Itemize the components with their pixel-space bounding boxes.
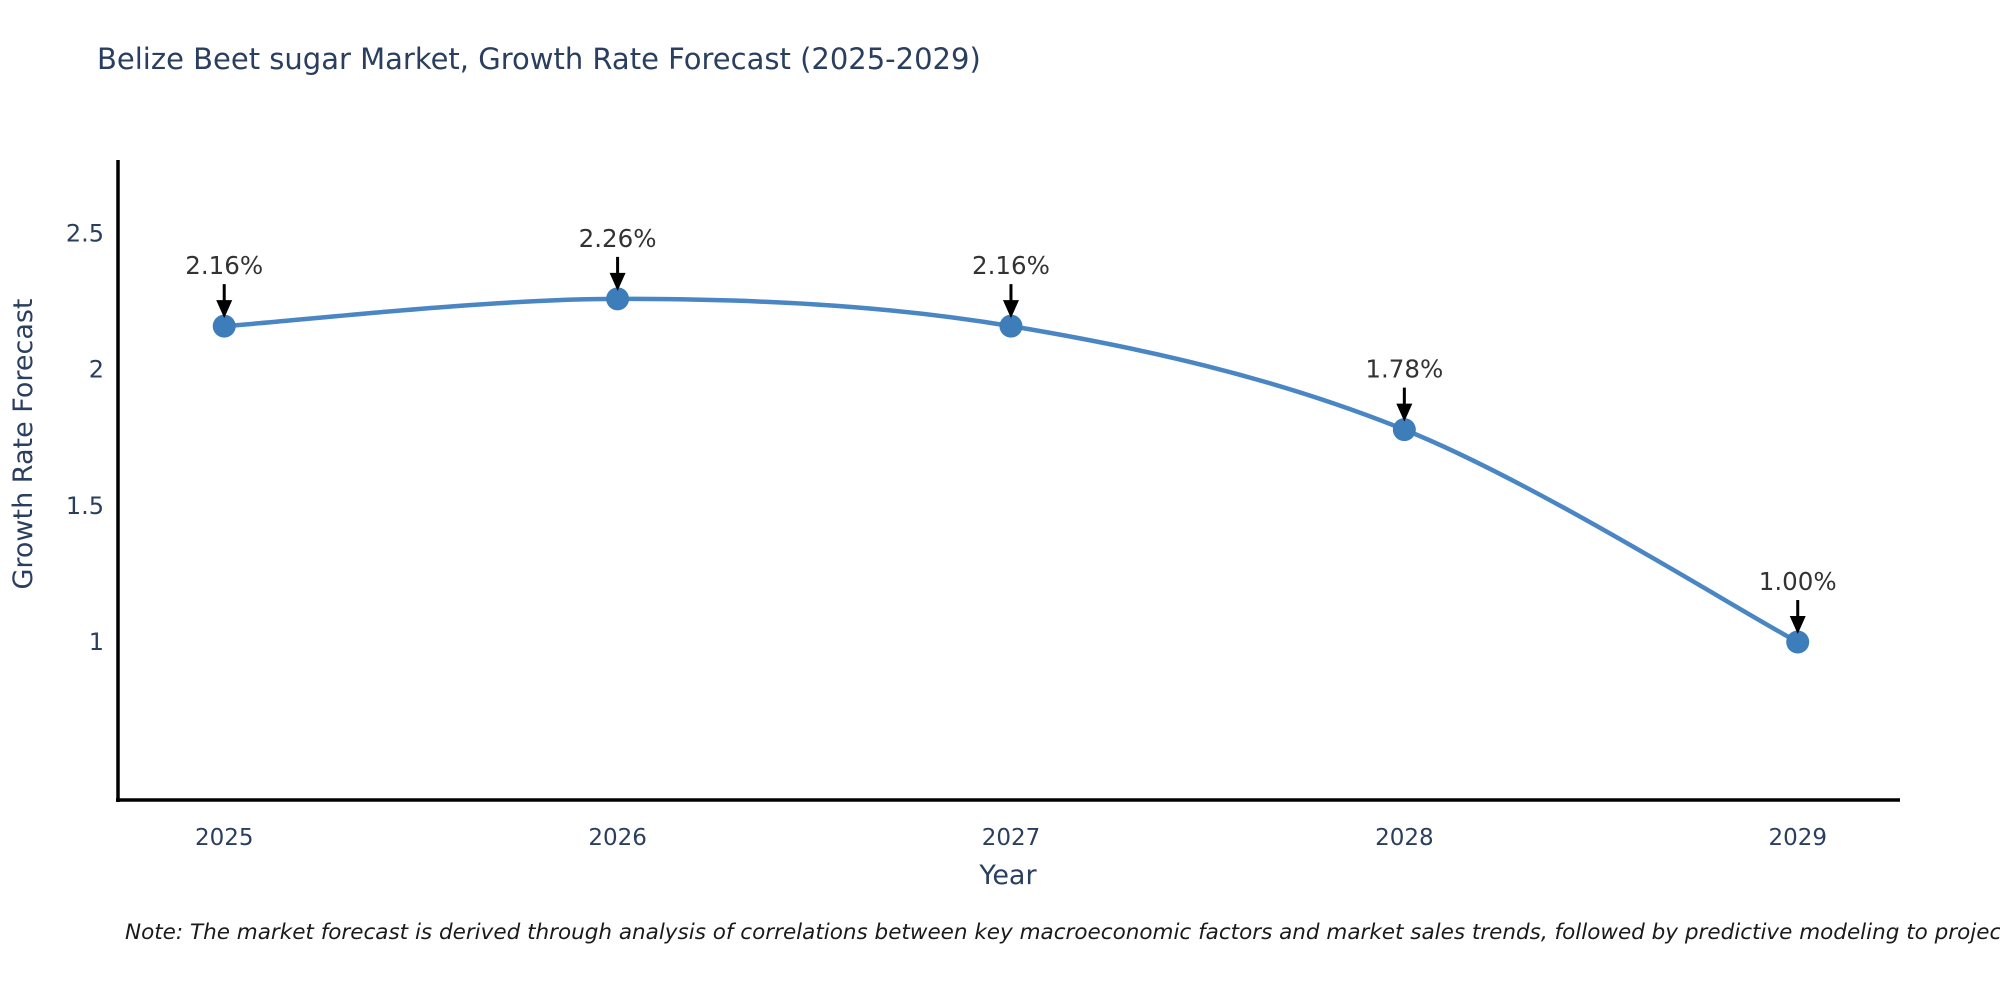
data-point-marker[interactable] — [1786, 630, 1810, 654]
y-tick-label: 1 — [89, 628, 104, 656]
x-tick-label: 2026 — [588, 825, 647, 851]
point-annotation-label: 2.26% — [579, 224, 657, 253]
footnote: Note: The market forecast is derived thr… — [125, 920, 2000, 945]
x-axis-title: Year — [978, 860, 1037, 891]
point-annotation-label: 2.16% — [185, 251, 263, 280]
y-tick-label: 2 — [89, 356, 104, 384]
data-point-marker[interactable] — [606, 287, 630, 311]
series-line — [221, 296, 1800, 645]
chart-title: Belize Beet sugar Market, Growth Rate Fo… — [97, 42, 981, 76]
x-tick-label: 2025 — [195, 825, 254, 851]
y-tick-label: 1.5 — [66, 492, 104, 520]
data-point-marker[interactable] — [212, 314, 236, 338]
y-axis-title: Growth Rate Forecast — [8, 298, 39, 589]
data-point-marker[interactable] — [1392, 418, 1416, 442]
point-annotation-label: 1.00% — [1759, 567, 1837, 596]
annotation-arrowhead-icon — [1396, 403, 1413, 422]
y-tick-label: 2.5 — [66, 220, 104, 248]
point-annotation-label: 2.16% — [972, 251, 1050, 280]
annotation-arrowhead-icon — [1002, 300, 1019, 319]
x-tick-label: 2027 — [982, 825, 1041, 851]
x-tick-label: 2029 — [1768, 825, 1827, 851]
data-point-marker[interactable] — [999, 314, 1023, 338]
x-tick-label: 2028 — [1375, 825, 1434, 851]
point-annotation-label: 1.78% — [1365, 355, 1443, 384]
annotation-arrowhead-icon — [1789, 616, 1806, 635]
annotation-arrowhead-icon — [216, 300, 233, 319]
annotation-arrowhead-icon — [609, 272, 626, 291]
